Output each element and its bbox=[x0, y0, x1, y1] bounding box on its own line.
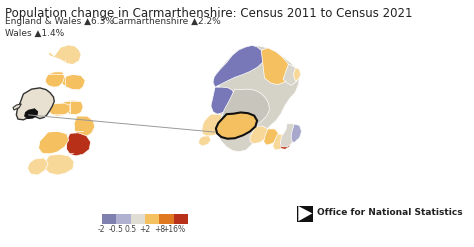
Text: Wales ▲1.4%: Wales ▲1.4% bbox=[5, 29, 64, 38]
Bar bbox=[116, 214, 130, 224]
Polygon shape bbox=[213, 45, 264, 87]
Polygon shape bbox=[283, 64, 298, 85]
Polygon shape bbox=[216, 112, 257, 139]
Text: -0.5: -0.5 bbox=[109, 226, 124, 234]
Polygon shape bbox=[298, 206, 312, 221]
Bar bbox=[174, 214, 188, 224]
Text: Population change in Carmarthenshire: Census 2011 to Census 2021: Population change in Carmarthenshire: Ce… bbox=[5, 7, 412, 20]
Bar bbox=[130, 214, 145, 224]
Polygon shape bbox=[17, 88, 55, 120]
Polygon shape bbox=[211, 87, 235, 114]
Polygon shape bbox=[273, 134, 287, 150]
Polygon shape bbox=[292, 124, 301, 143]
Polygon shape bbox=[45, 72, 64, 87]
Polygon shape bbox=[199, 136, 211, 146]
Polygon shape bbox=[45, 154, 74, 175]
Polygon shape bbox=[293, 67, 301, 81]
Polygon shape bbox=[202, 114, 228, 136]
Polygon shape bbox=[38, 131, 69, 154]
Text: -2: -2 bbox=[98, 226, 105, 234]
Polygon shape bbox=[221, 89, 269, 138]
Bar bbox=[159, 214, 174, 224]
Polygon shape bbox=[250, 126, 269, 144]
Text: Office for National Statistics: Office for National Statistics bbox=[317, 208, 463, 217]
Polygon shape bbox=[62, 100, 83, 115]
Bar bbox=[102, 214, 116, 224]
Polygon shape bbox=[27, 158, 48, 175]
Polygon shape bbox=[13, 104, 21, 110]
Text: +8: +8 bbox=[154, 226, 165, 234]
Bar bbox=[298, 206, 313, 222]
Polygon shape bbox=[280, 124, 298, 147]
Bar bbox=[145, 214, 159, 224]
Polygon shape bbox=[264, 129, 279, 145]
Polygon shape bbox=[48, 45, 81, 64]
Polygon shape bbox=[49, 103, 70, 116]
Text: England & Wales ▲6.3%: England & Wales ▲6.3% bbox=[5, 17, 114, 26]
Polygon shape bbox=[62, 74, 85, 90]
Polygon shape bbox=[215, 45, 300, 152]
Polygon shape bbox=[261, 48, 292, 85]
Text: Carmarthenshire ▲2.2%: Carmarthenshire ▲2.2% bbox=[112, 17, 221, 26]
Polygon shape bbox=[280, 135, 292, 149]
Polygon shape bbox=[74, 116, 95, 137]
Text: +2: +2 bbox=[139, 226, 151, 234]
Text: 0.5: 0.5 bbox=[125, 226, 137, 234]
Text: +16%: +16% bbox=[162, 226, 185, 234]
Polygon shape bbox=[25, 109, 38, 119]
Polygon shape bbox=[67, 133, 91, 156]
